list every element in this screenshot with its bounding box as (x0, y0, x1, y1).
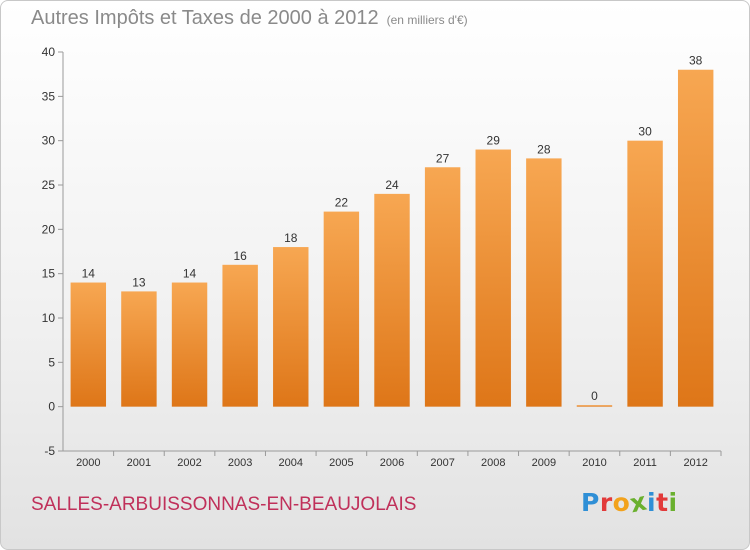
bar-2012 (677, 69, 714, 407)
y-tick-label: 40 (42, 45, 56, 59)
bar-2000 (70, 282, 107, 407)
data-label-2000: 14 (82, 267, 96, 281)
bar-2002 (171, 282, 208, 407)
data-label-2010: 0 (591, 389, 598, 403)
x-tick-label-2009: 2009 (532, 457, 556, 469)
bar-2007 (424, 167, 461, 407)
x-tick-label-2007: 2007 (430, 457, 454, 469)
data-label-2002: 14 (183, 267, 197, 281)
bar-2001 (121, 291, 157, 407)
logo-letter: r (599, 488, 613, 517)
chart-subtitle: (en milliers d'€) (386, 13, 468, 27)
logo-letter: i (668, 488, 678, 517)
data-label-2005: 22 (335, 196, 349, 210)
x-tick-label-2008: 2008 (481, 457, 505, 469)
y-tick-label: 10 (42, 311, 56, 325)
x-tick-label-2005: 2005 (329, 457, 353, 469)
logo-letter: t (656, 488, 669, 517)
data-label-2006: 24 (385, 178, 399, 192)
y-tick-label: 20 (42, 222, 56, 236)
y-tick-label: 15 (42, 267, 56, 281)
proxiti-logo: Proxiti (581, 487, 678, 519)
logo-letter: o (612, 488, 631, 517)
y-tick-label: 35 (42, 89, 56, 103)
x-tick-label-2011: 2011 (633, 457, 657, 469)
x-tick-label-2001: 2001 (127, 457, 151, 469)
data-label-2008: 29 (487, 134, 501, 148)
chart-title-text: Autres Impôts et Taxes de 2000 à 2012 (31, 7, 379, 29)
town-name: SALLES-ARBUISSONNAS-EN-BEAUJOLAIS (31, 494, 417, 515)
y-tick-label: 25 (42, 178, 56, 192)
data-label-2011: 30 (638, 125, 652, 139)
chart-title: Autres Impôts et Taxes de 2000 à 2012 (en… (31, 7, 468, 30)
x-tick-label-2002: 2002 (177, 457, 201, 469)
data-label-2007: 27 (436, 151, 450, 165)
bar-2004 (273, 247, 309, 407)
bar-2010 (576, 405, 613, 407)
x-tick-label-2006: 2006 (380, 457, 404, 469)
bar-2008 (475, 149, 511, 407)
logo-letter: P (581, 488, 600, 517)
data-label-2009: 28 (537, 142, 551, 156)
x-tick-label-2010: 2010 (582, 457, 606, 469)
data-label-2004: 18 (284, 231, 298, 245)
x-tick-label-2003: 2003 (228, 457, 252, 469)
x-tick-label-2012: 2012 (683, 457, 707, 469)
bar-2006 (374, 193, 410, 407)
data-label-2003: 16 (233, 249, 247, 263)
logo-letter: i (647, 488, 657, 517)
y-tick-label: -5 (44, 444, 55, 458)
bar-2005 (323, 211, 360, 407)
x-tick-label-2000: 2000 (76, 457, 100, 469)
data-label-2012: 38 (689, 54, 703, 68)
y-tick-label: 5 (48, 355, 55, 369)
bar-2011 (627, 140, 663, 407)
bar-2009 (526, 158, 562, 407)
y-tick-label: 0 (48, 400, 55, 414)
data-label-2001: 13 (132, 275, 146, 289)
x-tick-label-2004: 2004 (279, 457, 303, 469)
bar-2003 (222, 264, 258, 407)
y-tick-label: 30 (42, 134, 56, 148)
